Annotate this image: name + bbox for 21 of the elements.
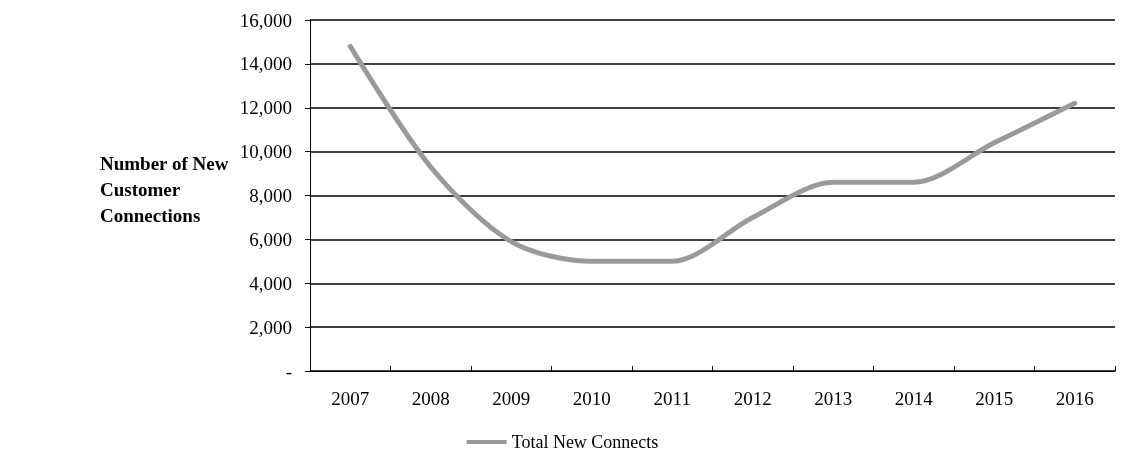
x-tick-label: 2008 xyxy=(411,388,450,409)
x-tick-label: 2012 xyxy=(733,388,772,409)
y-tick-label: 8,000 xyxy=(249,185,292,206)
legend-label: Total New Connects xyxy=(511,432,659,452)
x-tick-label: 2014 xyxy=(894,388,934,409)
y-tick-label: 14,000 xyxy=(239,53,292,75)
y-tick-label: - xyxy=(285,360,292,382)
x-tick-label: 2010 xyxy=(572,388,611,409)
y-tick-label: 10,000 xyxy=(239,141,292,163)
x-tick-label: 2013 xyxy=(814,388,853,409)
y-tick-label: 12,000 xyxy=(239,97,292,119)
x-tick-label: 2009 xyxy=(492,388,531,409)
x-tick-label: 2016 xyxy=(1055,388,1094,409)
x-tick-label: 2011 xyxy=(653,388,691,409)
y-axis-title: Number of New Customer Connections xyxy=(100,152,234,226)
y-tick-label: 4,000 xyxy=(249,272,292,294)
x-tick-label: 2007 xyxy=(331,388,370,409)
y-tick-label: 2,000 xyxy=(249,316,292,338)
y-tick-label: 16,000 xyxy=(239,9,292,31)
x-tick-label: 2015 xyxy=(975,388,1014,409)
y-tick-label: 6,000 xyxy=(249,228,292,250)
